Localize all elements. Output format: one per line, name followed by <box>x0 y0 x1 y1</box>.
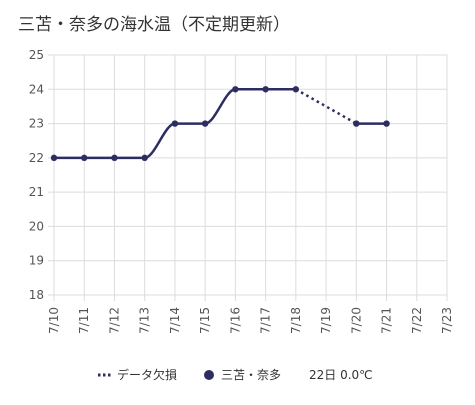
x-tick-label: 7/13 <box>138 307 152 334</box>
y-tick-label: 19 <box>29 254 44 268</box>
legend-series-extra: 22日 0.0℃ <box>309 368 373 382</box>
chart-title: 三苫・奈多の海水温（不定期更新） <box>18 15 290 35</box>
x-tick-label: 7/10 <box>47 307 61 334</box>
grid-lines <box>48 54 448 301</box>
data-point <box>353 120 360 127</box>
y-tick-label: 22 <box>29 151 44 165</box>
legend-series-label: 三苫・奈多 <box>221 368 281 382</box>
x-tick-label: 7/12 <box>107 307 121 334</box>
data-points <box>50 86 390 162</box>
data-point <box>171 120 179 127</box>
y-tick-label: 25 <box>29 48 44 62</box>
data-point <box>292 86 300 93</box>
x-tick-label: 7/18 <box>289 307 303 334</box>
x-tick-label: 7/14 <box>168 307 182 334</box>
x-tick-label: 7/17 <box>259 307 273 334</box>
y-tick-label: 20 <box>29 219 44 233</box>
y-tick-label: 24 <box>29 82 44 96</box>
data-point <box>201 120 209 127</box>
data-point <box>50 154 58 162</box>
legend-missing-label: データ欠損 <box>117 367 177 382</box>
x-tick-label: 7/16 <box>228 307 242 334</box>
x-tick-label: 7/11 <box>77 307 91 334</box>
y-tick-label: 21 <box>29 185 44 199</box>
data-point <box>111 154 118 162</box>
data-point <box>383 120 390 127</box>
x-tick-label: 7/21 <box>380 307 394 334</box>
y-tick-label: 18 <box>29 288 44 302</box>
legend[interactable]: データ欠損 三苫・奈多 22日 0.0℃ <box>98 367 373 382</box>
y-tick-label: 23 <box>29 117 44 131</box>
data-point <box>232 86 239 93</box>
legend-series-swatch <box>204 370 214 380</box>
x-tick-label: 7/15 <box>198 307 212 334</box>
data-point <box>141 154 148 162</box>
x-tick-label: 7/22 <box>410 307 424 334</box>
x-tick-label: 7/23 <box>440 307 454 334</box>
data-point <box>81 154 88 162</box>
x-tick-label: 7/20 <box>349 307 363 334</box>
data-point <box>262 86 269 93</box>
axis-labels: 18 19 20 21 22 23 24 25 7/10 7/11 7/12 7/13 7/14 7/15… <box>29 48 454 334</box>
x-tick-label: 7/19 <box>319 307 333 334</box>
